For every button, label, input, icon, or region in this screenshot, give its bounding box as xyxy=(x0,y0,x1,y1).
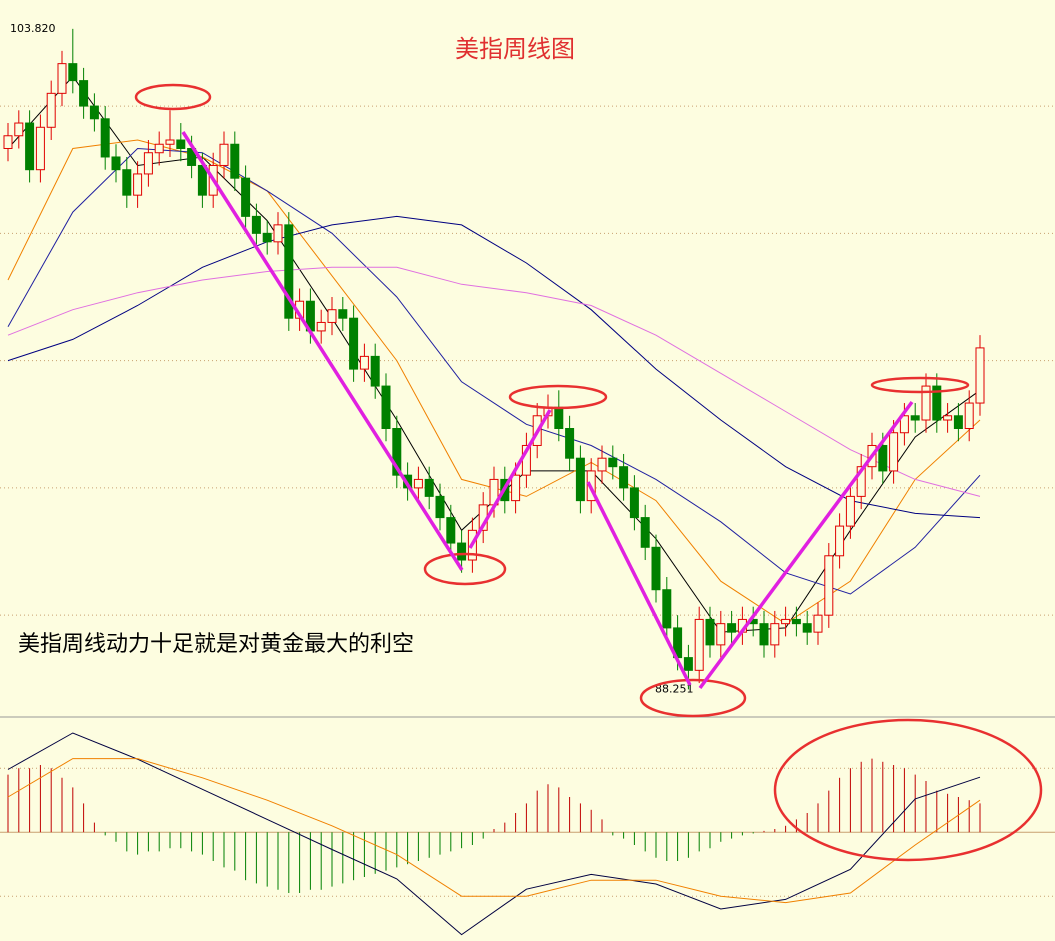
indicator-line xyxy=(7,75,981,633)
candle-body xyxy=(640,517,650,548)
candle-body xyxy=(89,105,99,120)
candle-body xyxy=(424,478,434,497)
highlight xyxy=(773,718,1043,862)
candle-body xyxy=(327,309,337,323)
trend-arrow xyxy=(586,481,692,686)
trend-arrow xyxy=(468,409,552,549)
chart-title: 美指周线图 xyxy=(455,35,575,63)
trend-arrow xyxy=(698,400,914,690)
candle-body xyxy=(251,215,261,234)
candle-body xyxy=(716,623,726,646)
candle-body xyxy=(154,143,164,154)
candle-body xyxy=(230,143,240,179)
candle-body xyxy=(133,173,143,196)
candle-body xyxy=(68,63,78,82)
candle-body xyxy=(889,432,899,472)
candle-body xyxy=(781,618,791,625)
candle-body xyxy=(824,555,834,616)
candle-body xyxy=(284,224,294,319)
candle-body xyxy=(662,589,672,629)
candle-body xyxy=(273,224,283,243)
candle-body xyxy=(165,139,175,145)
candle-body xyxy=(381,385,391,430)
candle-body xyxy=(122,169,132,196)
candle-body xyxy=(975,347,985,404)
candle-body xyxy=(608,457,618,468)
candle-body xyxy=(953,415,963,430)
candle-body xyxy=(370,355,380,387)
candle-body xyxy=(629,487,639,519)
candle-body xyxy=(14,122,24,137)
indicator-line xyxy=(7,732,981,936)
candle-body xyxy=(143,152,153,175)
candle-body xyxy=(100,118,110,158)
candle-body xyxy=(349,317,359,370)
candle-body xyxy=(219,143,229,166)
candle-body xyxy=(435,495,445,519)
price-label: 103.820 xyxy=(10,22,56,35)
candle-body xyxy=(651,546,661,591)
highlight xyxy=(508,384,608,410)
candle-body xyxy=(446,517,456,544)
highlight xyxy=(639,678,747,718)
candle-body xyxy=(79,80,89,107)
candle-body xyxy=(457,542,467,561)
candle-body xyxy=(597,457,607,472)
candle-body xyxy=(878,444,888,472)
indicator-line xyxy=(7,139,981,625)
candle-body xyxy=(770,623,780,646)
highlight xyxy=(870,376,970,394)
candle-body xyxy=(3,135,13,149)
candle-body xyxy=(241,177,251,217)
candle-body xyxy=(316,321,326,332)
candle-body xyxy=(565,428,575,459)
candle-body xyxy=(964,402,974,430)
candle-body xyxy=(262,232,272,243)
candle-body xyxy=(57,63,67,94)
marks: 103.820 88.251 xyxy=(0,22,1055,936)
trend-arrows xyxy=(181,131,914,690)
price-label: 88.251 xyxy=(655,682,694,695)
candle-body xyxy=(791,618,801,625)
candle-body xyxy=(921,385,931,421)
candle-body xyxy=(759,623,769,646)
indicator-line xyxy=(7,147,981,595)
candle-body xyxy=(683,657,693,671)
candle-body xyxy=(35,126,45,171)
candle-body xyxy=(802,623,812,633)
annotation: 美指周线动力十足就是对黄金最大的利空 xyxy=(18,632,414,657)
highlight xyxy=(423,552,507,586)
candle-body xyxy=(338,309,348,319)
candle-body xyxy=(554,406,564,430)
candle-body xyxy=(694,618,704,671)
candle-body xyxy=(359,355,369,370)
candle-body xyxy=(813,614,823,633)
candle-body xyxy=(932,385,942,421)
candle-body xyxy=(111,156,121,171)
indicator-line xyxy=(7,266,981,497)
candle-body xyxy=(392,428,402,476)
candle-body xyxy=(910,415,920,421)
candle-body xyxy=(943,415,953,421)
candle-body xyxy=(727,623,737,633)
candle-body xyxy=(899,415,909,434)
candle-body xyxy=(705,618,715,646)
candle-body xyxy=(619,466,629,489)
candle-body xyxy=(575,457,585,502)
candle-body xyxy=(176,139,186,149)
trend-arrow xyxy=(181,131,464,571)
candle-body xyxy=(856,466,866,497)
candle-body xyxy=(46,92,56,128)
candle-body xyxy=(413,478,423,489)
candle-body xyxy=(845,495,855,527)
candle-body xyxy=(511,474,521,502)
highlights xyxy=(134,83,1043,862)
highlight xyxy=(134,83,212,111)
candle-body xyxy=(835,525,845,557)
indicator-line xyxy=(7,758,981,904)
candle-body xyxy=(25,122,35,171)
